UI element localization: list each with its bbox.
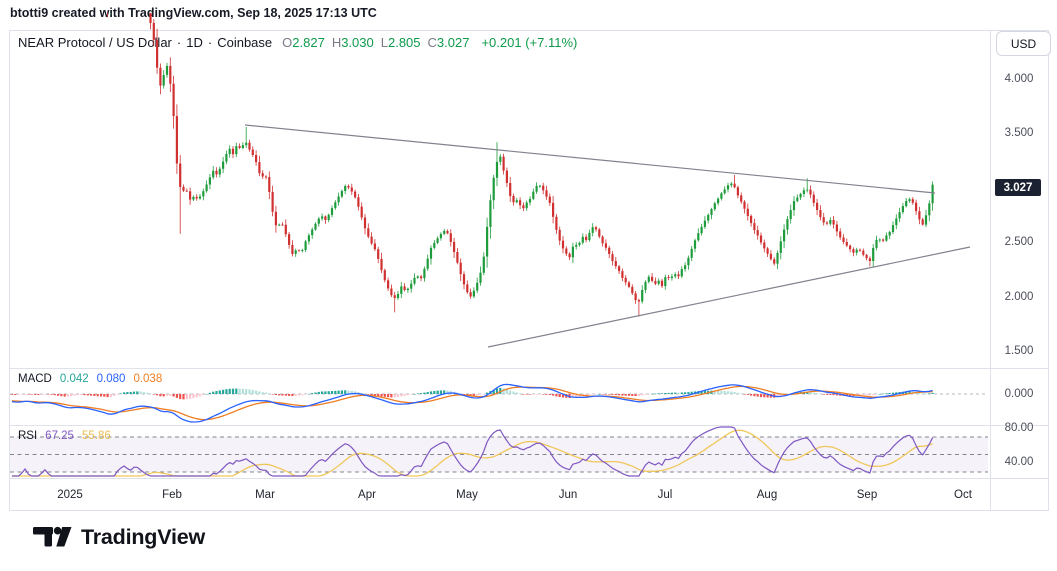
- legend-separator: ·: [207, 35, 213, 50]
- time-axis-label: Oct: [954, 489, 972, 501]
- macd-legend[interactable]: MACD 0.042 0.080 0.038: [18, 373, 170, 385]
- time-axis-label: Aug: [756, 489, 778, 501]
- descending-resistance[interactable]: [244, 124, 936, 194]
- ohlc-letter: C: [427, 35, 437, 50]
- macd-values: 0.042 0.080 0.038: [60, 373, 170, 385]
- candlestick-pane[interactable]: [10, 13, 990, 368]
- currency-toggle-button[interactable]: USD: [996, 31, 1051, 56]
- macd-indicator-name: MACD: [18, 373, 52, 385]
- time-axis-label: 2025: [57, 489, 83, 501]
- change-value: +0.201 (+7.11%): [481, 35, 578, 50]
- price-scale-separator[interactable]: [990, 30, 991, 511]
- rsi-values: 67.25 55.86: [45, 430, 119, 442]
- ohlc-letter: H: [331, 35, 342, 50]
- time-axis-label: Apr: [358, 489, 376, 501]
- rsi-line: [11, 426, 934, 477]
- frame-left-border: [9, 30, 10, 511]
- price-axis-label: 4.000: [1004, 73, 1034, 85]
- rsi-ma-line: [11, 429, 933, 477]
- pane-separator-macd-rsi[interactable]: [9, 425, 1049, 426]
- rsi-axis-label: 80.00: [1004, 422, 1034, 434]
- time-axis-label: Jun: [558, 489, 578, 501]
- symbol-title: NEAR Protocol / US Dollar: [18, 35, 172, 50]
- rsi-axis-label: 40.00: [1004, 456, 1034, 468]
- ohlc-letter: L: [380, 35, 388, 50]
- macd-value: 0.038: [133, 373, 163, 385]
- ohlc-value: 2.805: [387, 35, 421, 50]
- legend-separator: ·: [176, 35, 182, 50]
- macd-line: [11, 383, 933, 423]
- ascending-support[interactable]: [487, 246, 971, 348]
- ohlc-values: O2.827 H3.030 L2.805 C3.027: [282, 35, 476, 50]
- last-price-badge: 3.027: [995, 179, 1041, 196]
- ohlc-value: 3.027: [436, 35, 470, 50]
- pane-separator-main-macd[interactable]: [9, 368, 1049, 369]
- rsi-value: 67.25: [45, 430, 74, 442]
- pane-separator-rsi-timeaxis: [9, 478, 1049, 479]
- ohlc-value: 2.827: [292, 35, 325, 50]
- symbol-legend[interactable]: NEAR Protocol / US Dollar · 1D · Coinbase O2.…: [18, 35, 582, 50]
- time-axis-label: Feb: [162, 489, 182, 501]
- macd-value: 0.080: [96, 373, 126, 385]
- macd-signal-line: [11, 385, 933, 421]
- candles-group: [107, 13, 934, 317]
- macd-pane[interactable]: [10, 369, 990, 424]
- time-axis-label: May: [456, 489, 478, 501]
- price-axis-label: 1.500: [1004, 345, 1034, 357]
- macd-value: 0.042: [59, 373, 89, 385]
- time-axis-label: Mar: [255, 489, 275, 501]
- macd-axis-label: 0.000: [1004, 388, 1034, 400]
- rsi-indicator-name: RSI: [18, 430, 38, 442]
- tradingview-logo[interactable]: TradingView: [33, 524, 205, 550]
- frame-right-border: [1048, 30, 1049, 511]
- time-axis-label: Jul: [657, 489, 673, 501]
- frame-bottom-border: [9, 510, 1049, 511]
- frame-top-border: [9, 30, 1049, 31]
- time-axis-label: Sep: [856, 489, 878, 501]
- tradingview-logo-text: TradingView: [81, 524, 206, 549]
- ohlc-letter: O: [282, 35, 293, 50]
- price-axis-label: 2.000: [1004, 291, 1034, 303]
- interval-label: 1D: [186, 35, 203, 50]
- rsi-value: 55.86: [81, 430, 111, 442]
- rsi-legend[interactable]: RSI 67.25 55.86: [18, 430, 119, 442]
- ohlc-value: 3.030: [341, 35, 374, 50]
- attribution-text: btotti9 created with TradingView.com, Se…: [10, 6, 377, 20]
- rsi-pane[interactable]: [10, 426, 990, 477]
- tradingview-logo-mark: [33, 526, 72, 547]
- price-axis-label: 2.500: [1004, 236, 1034, 248]
- exchange-label: Coinbase: [217, 35, 273, 50]
- price-axis-label: 3.500: [1004, 127, 1034, 139]
